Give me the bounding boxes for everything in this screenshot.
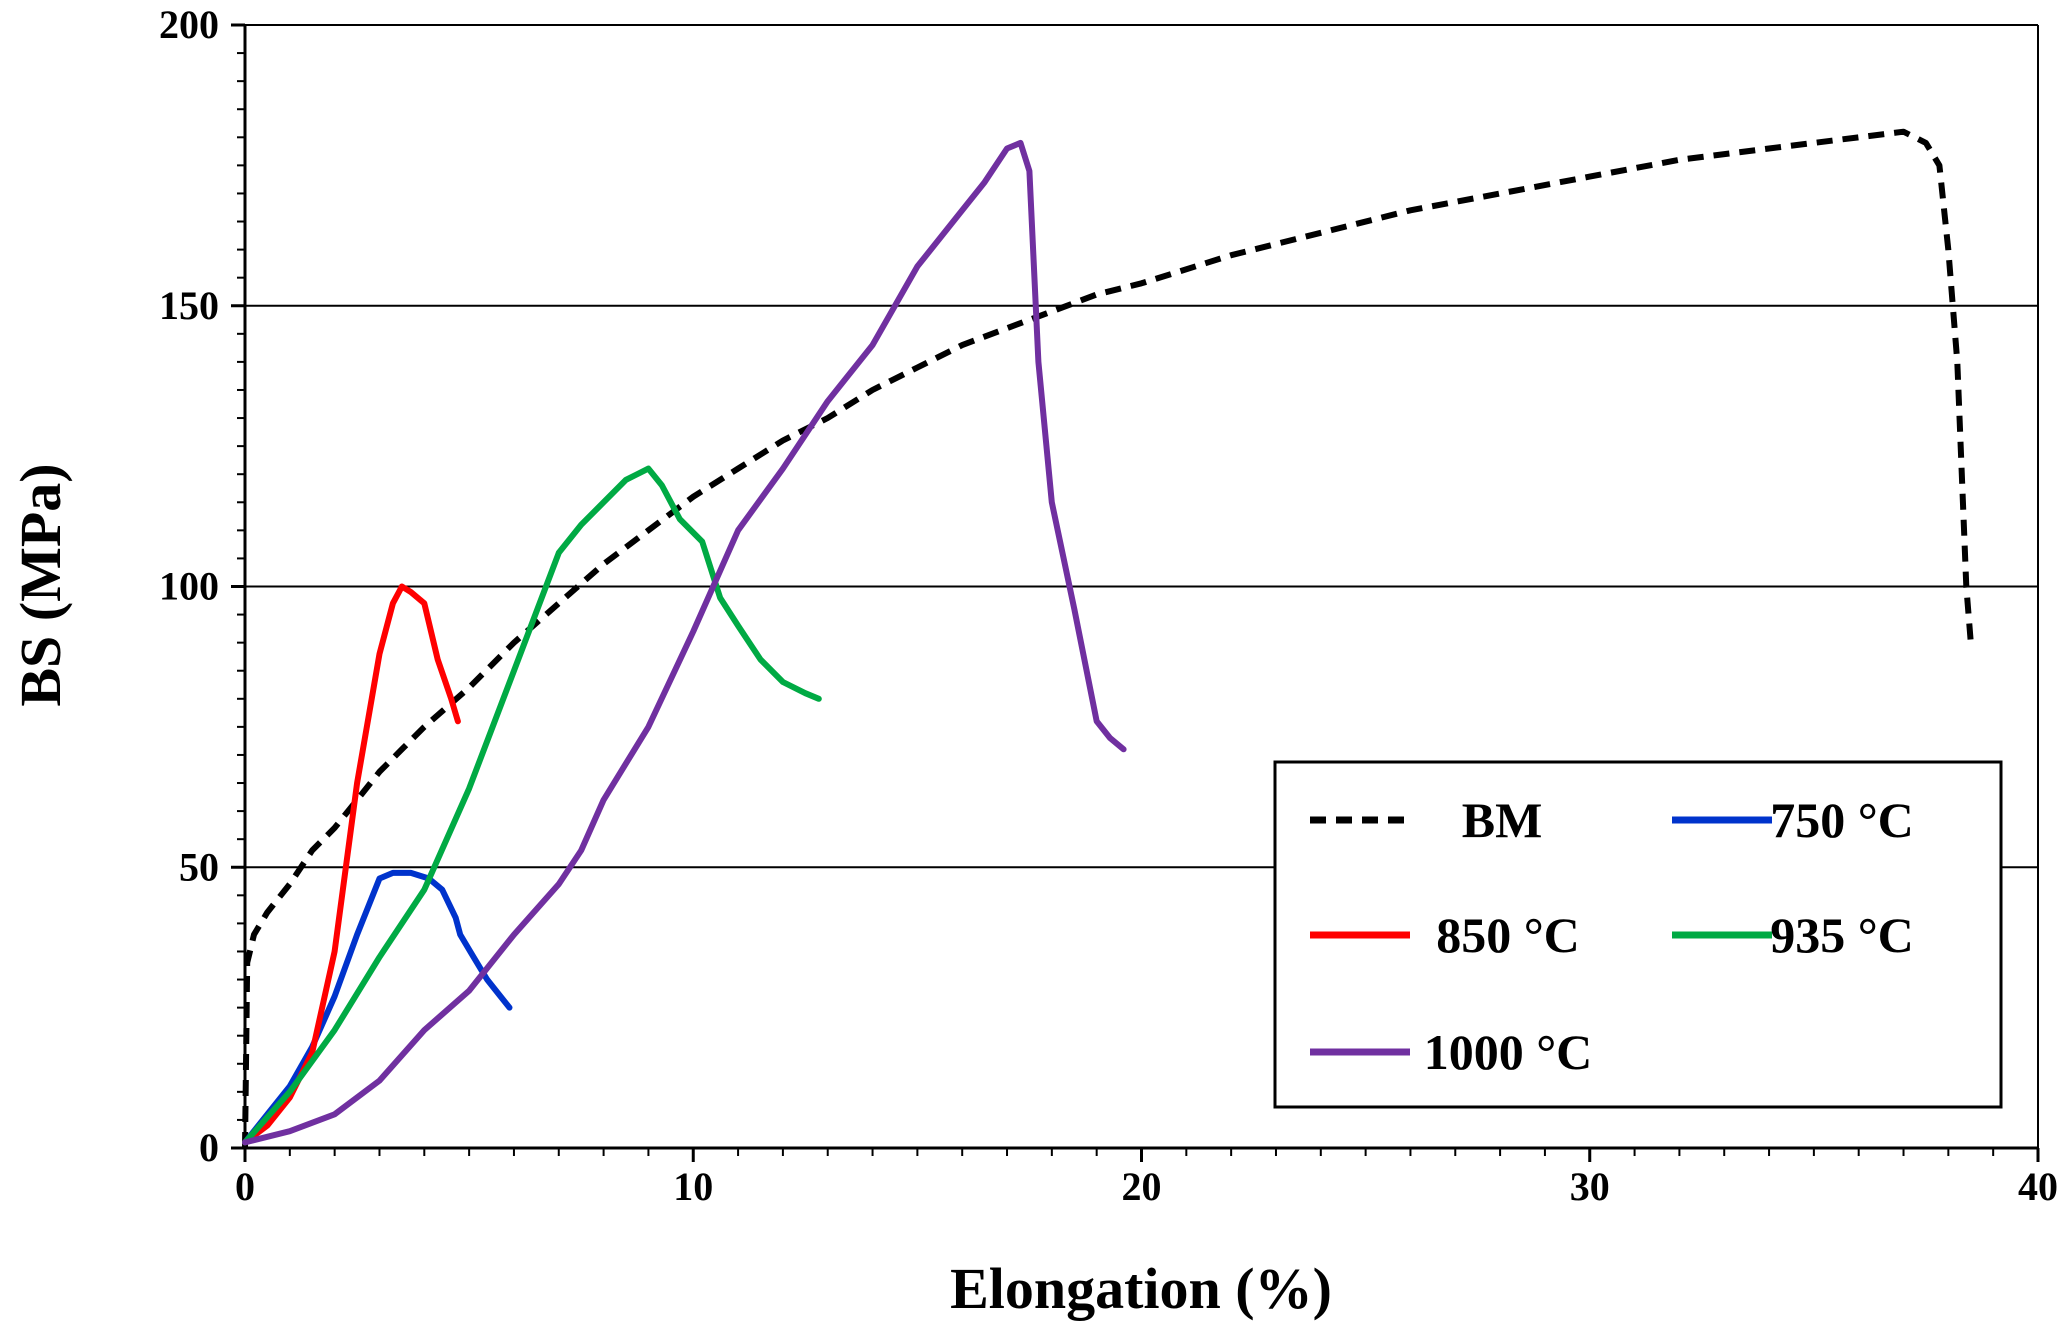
tick-labels: 0 50 100 150 200 0 10 20 30 40 bbox=[159, 2, 2058, 1209]
x-tick-label: 20 bbox=[1122, 1164, 1162, 1209]
y-axis-title: BS (MPa) bbox=[8, 463, 73, 706]
y-tick-label: 50 bbox=[179, 844, 219, 889]
series-line-bm bbox=[242, 128, 1974, 1149]
legend: BM 750 °C 850 °C 935 °C 1000 °C bbox=[1273, 760, 2003, 1109]
x-tick-label: 0 bbox=[235, 1164, 255, 1209]
x-tick-label: 30 bbox=[1570, 1164, 1610, 1209]
legend-label: 935 °C bbox=[1770, 907, 1914, 963]
legend-label: 750 °C bbox=[1770, 792, 1914, 848]
axis-ticks bbox=[231, 23, 2040, 1162]
series-line-1000-c bbox=[242, 139, 1127, 1146]
series-line-935-c bbox=[242, 465, 822, 1146]
series-line-750-c bbox=[242, 869, 513, 1146]
x-tick-label: 10 bbox=[673, 1164, 713, 1209]
legend-label: 1000 °C bbox=[1424, 1024, 1593, 1080]
legend-label: BM bbox=[1462, 792, 1543, 848]
y-tick-label: 200 bbox=[159, 2, 219, 47]
x-tick-label: 40 bbox=[2018, 1164, 2058, 1209]
legend-label: 850 °C bbox=[1436, 907, 1580, 963]
y-tick-label: 150 bbox=[159, 283, 219, 328]
x-axis-title: Elongation (%) bbox=[950, 1256, 1332, 1321]
y-tick-label: 0 bbox=[199, 1125, 219, 1170]
series-lines bbox=[242, 128, 1974, 1149]
y-tick-label: 100 bbox=[159, 564, 219, 609]
